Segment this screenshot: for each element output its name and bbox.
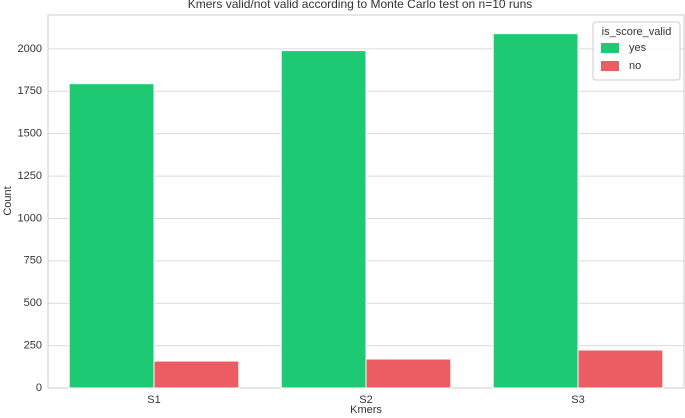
y-tick-label: 1250: [18, 170, 42, 182]
bar: [365, 358, 452, 389]
y-tick-label: 1500: [18, 128, 42, 140]
bar: [68, 83, 155, 389]
bar: [492, 33, 579, 389]
y-tick-label: 750: [24, 255, 42, 267]
legend-label: yes: [629, 42, 647, 54]
chart-title: Kmers valid/not valid according to Monte…: [188, 0, 533, 11]
bar: [577, 349, 664, 389]
bar: [280, 50, 367, 389]
legend-label: no: [629, 60, 641, 72]
y-tick-label: 1750: [18, 85, 42, 97]
y-tick-label: 2000: [18, 43, 42, 55]
y-axis-label: Count: [2, 186, 14, 215]
y-tick-label: 0: [36, 382, 42, 394]
bar: [153, 360, 240, 389]
legend-swatch: [601, 61, 619, 71]
legend-swatch: [601, 43, 619, 53]
y-tick-label: 250: [24, 340, 42, 352]
x-tick-label: S3: [571, 394, 584, 406]
y-tick-label: 1000: [18, 212, 42, 224]
x-tick-label: S2: [359, 394, 372, 406]
x-tick-label: S1: [147, 394, 160, 406]
x-axis-label: Kmers: [350, 404, 382, 416]
legend-title: is_score_valid: [602, 26, 672, 38]
y-tick-label: 500: [24, 297, 42, 309]
